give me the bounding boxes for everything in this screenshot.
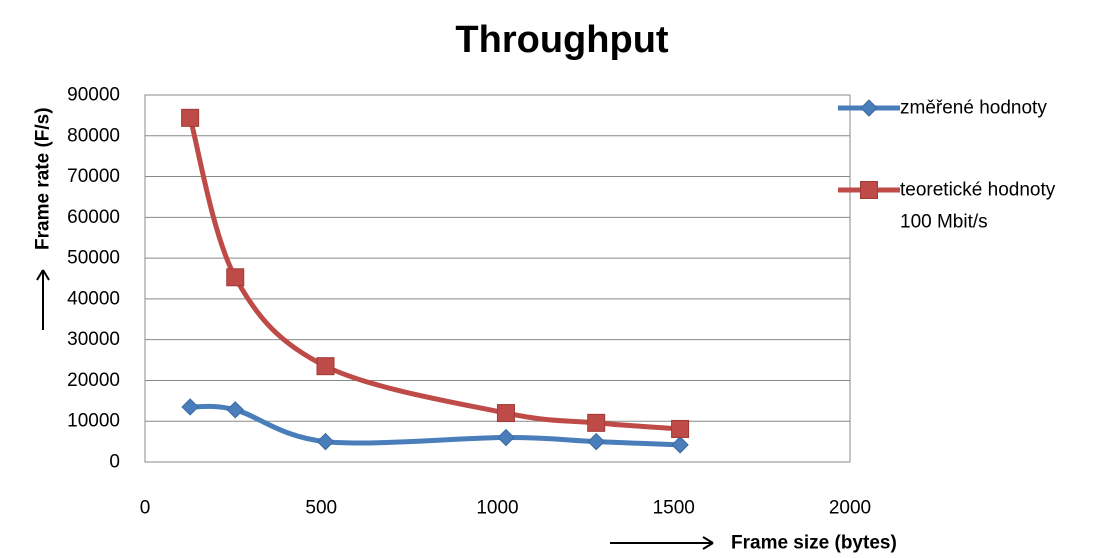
y-tick-label: 40000 [67, 288, 120, 309]
y-tick-label: 70000 [67, 166, 120, 187]
y-tick-label: 50000 [67, 248, 120, 269]
y-tick-label: 30000 [67, 329, 120, 350]
y-tick-label: 80000 [67, 125, 120, 146]
series-1 [181, 108, 690, 438]
legend-marker-1 [860, 181, 878, 199]
data-point-0-2 [316, 432, 335, 451]
y-axis-label-group: Frame rate (F/s) [33, 107, 54, 330]
series-line-1 [187, 115, 683, 432]
legend-label-1: 100 Mbit/s [900, 212, 988, 233]
x-tick-label: 0 [140, 498, 151, 519]
x-axis-arrow-head-icon [702, 536, 714, 550]
y-tick-label: 10000 [67, 411, 120, 432]
y-tick-label: 90000 [67, 85, 120, 106]
data-point-0-0 [181, 398, 199, 416]
legend-item-0: změřené hodnoty [838, 98, 1047, 119]
data-point-1-5 [671, 419, 690, 438]
series-0 [181, 398, 689, 454]
data-point-0-3 [497, 428, 515, 447]
data-point-0-1 [226, 401, 244, 419]
y-tick-label: 20000 [67, 370, 120, 391]
y-axis-label: Frame rate (F/s) [33, 107, 54, 250]
x-tick-label: 1500 [653, 498, 695, 519]
legend-marker-0 [860, 99, 878, 117]
y-axis-arrow-head-icon [36, 269, 50, 281]
legend-item-1: teoretické hodnoty 100 Mbit/s [838, 180, 1056, 233]
x-tick-label: 2000 [829, 498, 871, 519]
data-point-1-2 [316, 357, 335, 376]
data-point-1-3 [496, 404, 515, 423]
legend-label-0: změřené hodnoty [900, 98, 1047, 119]
axes: 0100002000030000400005000060000700008000… [67, 85, 871, 519]
y-tick-label: 60000 [67, 207, 120, 228]
x-tick-label: 500 [305, 498, 337, 519]
legend-label-1: teoretické hodnoty [900, 180, 1056, 201]
data-point-1-1 [226, 268, 245, 287]
y-tick-label: 0 [109, 452, 120, 473]
data-point-0-5 [671, 436, 689, 454]
data-point-0-4 [587, 432, 605, 451]
plot-area-border [144, 94, 851, 463]
data-point-1-4 [587, 413, 606, 432]
chart-title: Throughput [455, 19, 668, 61]
x-axis-label: Frame size (bytes) [731, 533, 897, 554]
x-axis-label-group: Frame size (bytes) [610, 533, 897, 554]
gridlines [145, 94, 850, 422]
legend: změřené hodnoty teoretické hodnoty 100 Mbi… [838, 98, 1056, 233]
data-point-1-0 [181, 108, 200, 127]
series-layer [181, 108, 690, 454]
x-tick-label: 1000 [476, 498, 518, 519]
